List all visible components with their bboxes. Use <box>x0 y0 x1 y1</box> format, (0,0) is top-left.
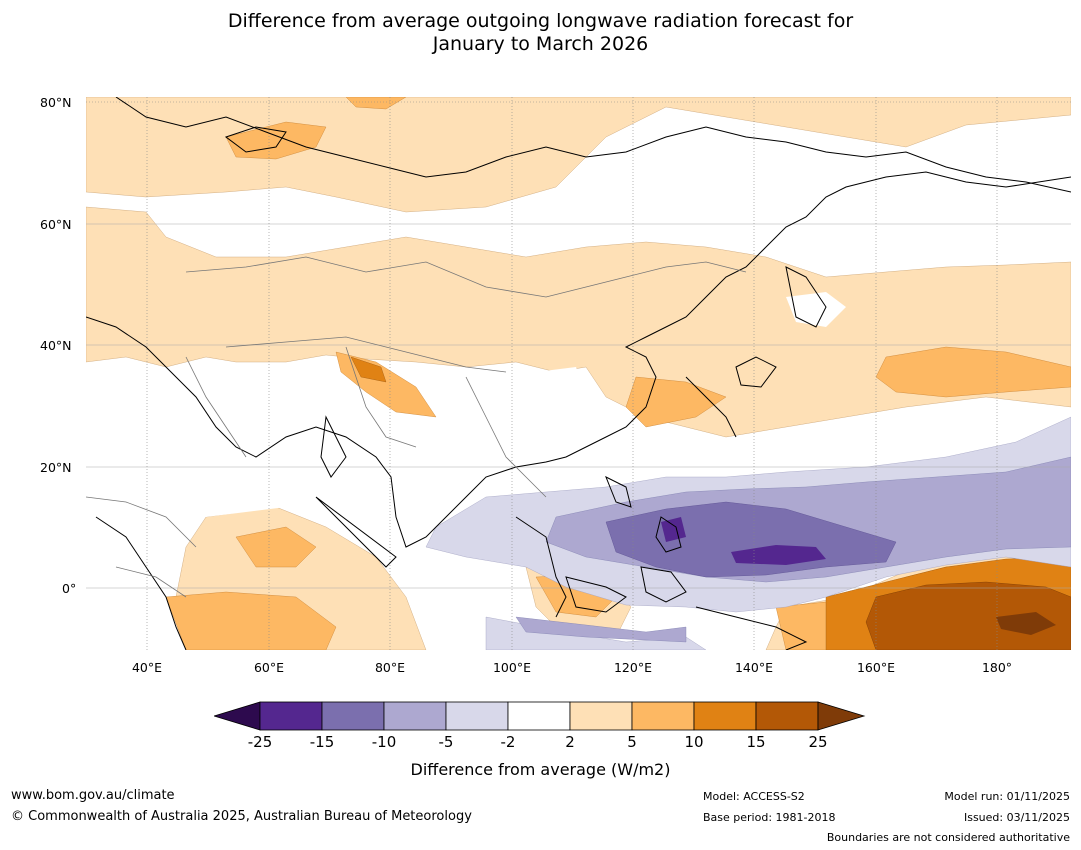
colorbar-tick-2: 2 <box>565 733 575 751</box>
lon-label-120e: 120°E <box>613 660 652 675</box>
footer-model: Model: ACCESS-S2 <box>703 790 805 803</box>
colorbar-bin-10-15 <box>693 701 757 731</box>
colorbar-bin-minus15-minus10 <box>321 701 385 731</box>
colorbar-tick-5: 5 <box>627 733 637 751</box>
colorbar-bin-5-10 <box>631 701 695 731</box>
graticule <box>86 97 1071 650</box>
footer-model-run: Model run: 01/11/2025 <box>944 790 1070 803</box>
anomaly-15-to-25-regions <box>865 581 1071 650</box>
anomaly-above-25-regions <box>996 612 1056 635</box>
lon-label-60e: 60°E <box>253 660 285 675</box>
colorbar-bin-minus10-minus5 <box>383 701 447 731</box>
lon-label-100e: 100°E <box>492 660 531 675</box>
footer-url[interactable]: www.bom.gov.au/climate <box>11 788 175 803</box>
olr-anomaly-map <box>86 97 1071 650</box>
chart-title: Difference from average outgoing longwav… <box>0 10 1081 56</box>
footer-disclaimer: Boundaries are not considered authoritat… <box>826 831 1070 844</box>
colorbar-tick-minus15: -15 <box>309 733 335 751</box>
lat-label-60n: 60°N <box>40 217 72 232</box>
lon-label-80e: 80°E <box>374 660 406 675</box>
lon-label-40e: 40°E <box>131 660 163 675</box>
lon-label-140e: 140°E <box>734 660 773 675</box>
lat-label-40n: 40°N <box>40 338 72 353</box>
colorbar-tick-15: 15 <box>746 733 766 751</box>
footer-copyright: © Commonwealth of Australia 2025, Austra… <box>11 809 472 824</box>
anomaly-minus-25-to-minus-15-regions <box>661 517 826 565</box>
colorbar <box>214 701 866 731</box>
coastlines <box>86 97 1071 650</box>
colorbar-tick-10: 10 <box>684 733 704 751</box>
lat-label-equator: 0° <box>62 581 77 596</box>
colorbar-label: Difference from average (W/m2) <box>410 760 671 779</box>
neutral-regions <box>86 217 1051 527</box>
colorbar-low-extend <box>214 701 261 731</box>
lon-label-160e: 160°E <box>856 660 895 675</box>
colorbar-high-extend <box>817 701 866 731</box>
footer-base-period: Base period: 1981-2018 <box>703 811 836 824</box>
colorbar-tick-minus2: -2 <box>500 733 516 751</box>
map-svg <box>86 97 1071 650</box>
political-borders <box>86 256 747 598</box>
colorbar-tick-minus5: -5 <box>438 733 454 751</box>
title-line-1: Difference from average outgoing longwav… <box>227 10 854 32</box>
title-line-2: January to March 2026 <box>432 33 649 55</box>
colorbar-bin-2-5 <box>569 701 633 731</box>
colorbar-tick-25: 25 <box>808 733 828 751</box>
colorbar-bin-minus25-minus15 <box>259 701 323 731</box>
lon-label-180: 180° <box>981 660 1013 675</box>
lat-label-20n: 20°N <box>40 460 72 475</box>
colorbar-tick-minus25: -25 <box>247 733 273 751</box>
colorbar-bin-minus2-2 <box>507 701 571 731</box>
footer-issued: Issued: 03/11/2025 <box>963 811 1070 824</box>
colorbar-bin-15-25 <box>755 701 819 731</box>
lat-label-80n: 80°N <box>40 95 72 110</box>
colorbar-tick-minus10: -10 <box>371 733 397 751</box>
colorbar-bin-minus5-minus2 <box>445 701 509 731</box>
